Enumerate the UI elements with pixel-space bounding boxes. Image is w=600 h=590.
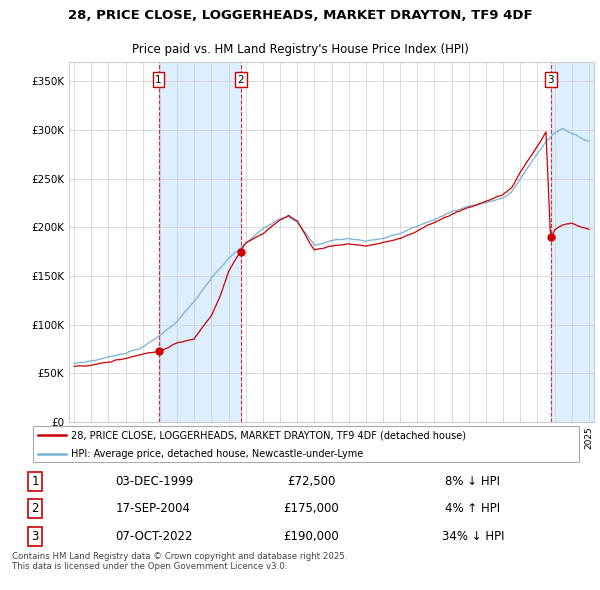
Text: Price paid vs. HM Land Registry's House Price Index (HPI): Price paid vs. HM Land Registry's House … <box>131 44 469 57</box>
Text: 3: 3 <box>31 530 39 543</box>
Text: 28, PRICE CLOSE, LOGGERHEADS, MARKET DRAYTON, TF9 4DF (detached house): 28, PRICE CLOSE, LOGGERHEADS, MARKET DRA… <box>71 430 466 440</box>
Text: 1: 1 <box>155 74 162 84</box>
FancyBboxPatch shape <box>33 426 579 462</box>
Text: 4% ↑ HPI: 4% ↑ HPI <box>445 502 500 516</box>
Text: 3: 3 <box>547 74 554 84</box>
Text: HPI: Average price, detached house, Newcastle-under-Lyme: HPI: Average price, detached house, Newc… <box>71 448 364 458</box>
Text: 07-OCT-2022: 07-OCT-2022 <box>116 530 193 543</box>
Text: 1: 1 <box>31 475 39 488</box>
Text: £190,000: £190,000 <box>284 530 340 543</box>
Text: 28, PRICE CLOSE, LOGGERHEADS, MARKET DRAYTON, TF9 4DF: 28, PRICE CLOSE, LOGGERHEADS, MARKET DRA… <box>68 9 532 22</box>
Text: 8% ↓ HPI: 8% ↓ HPI <box>445 475 500 488</box>
Text: 03-DEC-1999: 03-DEC-1999 <box>116 475 194 488</box>
Text: 34% ↓ HPI: 34% ↓ HPI <box>442 530 504 543</box>
Bar <box>551 62 594 422</box>
Text: Contains HM Land Registry data © Crown copyright and database right 2025.
This d: Contains HM Land Registry data © Crown c… <box>12 552 347 571</box>
Text: £175,000: £175,000 <box>284 502 340 516</box>
Text: 17-SEP-2004: 17-SEP-2004 <box>116 502 191 516</box>
Text: 2: 2 <box>31 502 39 516</box>
Text: £72,500: £72,500 <box>287 475 336 488</box>
Text: 2: 2 <box>238 74 244 84</box>
Bar <box>158 62 241 422</box>
